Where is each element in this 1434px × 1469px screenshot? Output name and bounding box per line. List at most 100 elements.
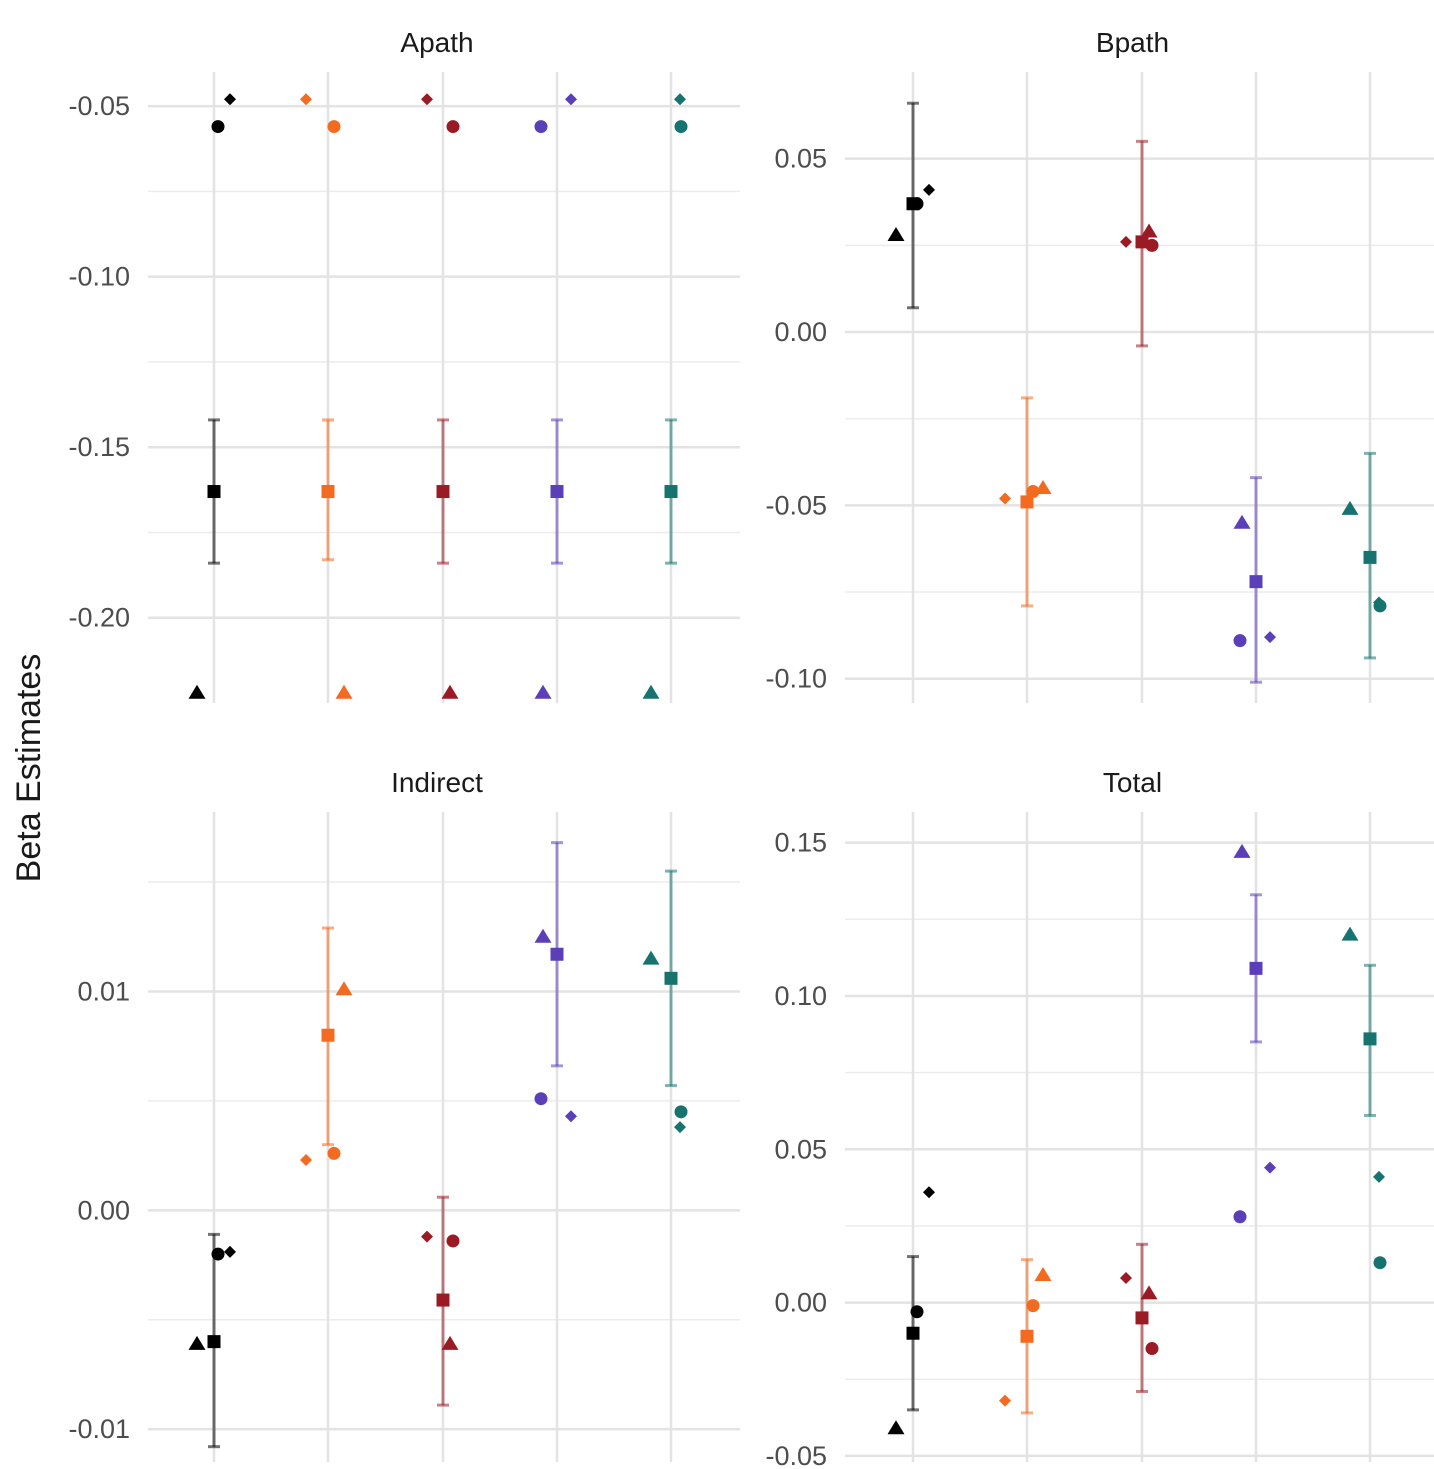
point-triangle bbox=[534, 928, 552, 943]
point-estimate-square bbox=[1135, 235, 1149, 249]
point-triangle bbox=[887, 226, 905, 241]
point-diamond bbox=[999, 1394, 1011, 1407]
y-tick-label: -0.10 bbox=[765, 664, 827, 694]
point-diamond bbox=[1264, 631, 1276, 644]
point-circle bbox=[1145, 238, 1159, 252]
point-estimate-square bbox=[550, 947, 564, 961]
panel-bpath: 0.05 0.00 -0.05 -0.10 Bpath bbox=[765, 27, 1434, 703]
point-estimate-square bbox=[207, 1335, 221, 1349]
point-diamond bbox=[674, 93, 686, 106]
y-tick-label: -0.10 bbox=[68, 262, 130, 292]
point-estimate-square bbox=[436, 485, 450, 499]
point-estimate-square bbox=[550, 485, 564, 499]
point-triangle bbox=[335, 981, 353, 996]
point-triangle bbox=[441, 1335, 459, 1350]
panel-indirect: 0.01 0.00 -0.01 Indirect bbox=[68, 767, 740, 1462]
point-triangle bbox=[1034, 1266, 1052, 1281]
y-tick-label: 0.10 bbox=[774, 981, 827, 1011]
point-circle bbox=[674, 120, 688, 134]
y-axis-label: Beta Estimates bbox=[10, 654, 48, 883]
y-tick-label: -0.15 bbox=[68, 432, 130, 462]
y-tick-label: 0.00 bbox=[77, 1195, 130, 1225]
point-triangle bbox=[1233, 514, 1251, 529]
point-estimate-square bbox=[207, 485, 221, 499]
y-tick-label: -0.01 bbox=[68, 1414, 130, 1444]
point-estimate-square bbox=[664, 485, 678, 499]
panel-title: Total bbox=[1103, 767, 1162, 798]
point-triangle bbox=[1233, 843, 1251, 858]
point-diamond bbox=[224, 93, 236, 106]
y-tick-label: 0.01 bbox=[77, 976, 130, 1006]
point-diamond bbox=[300, 93, 312, 106]
point-diamond bbox=[1373, 1170, 1385, 1183]
point-triangle bbox=[1140, 223, 1158, 238]
y-tick-label: 0.00 bbox=[774, 317, 827, 347]
point-triangle bbox=[642, 684, 660, 699]
point-circle bbox=[674, 1105, 688, 1119]
point-diamond bbox=[923, 1186, 935, 1199]
point-triangle bbox=[1034, 480, 1052, 495]
point-estimate-square bbox=[906, 1326, 920, 1340]
point-diamond bbox=[300, 1153, 312, 1166]
y-tick-label: -0.05 bbox=[765, 1441, 827, 1469]
point-circle bbox=[211, 120, 225, 134]
point-estimate-square bbox=[664, 971, 678, 985]
point-triangle bbox=[335, 684, 353, 699]
point-circle bbox=[446, 1234, 460, 1248]
point-triangle bbox=[188, 684, 206, 699]
point-estimate-square bbox=[1363, 1032, 1377, 1046]
point-diamond bbox=[565, 93, 577, 106]
point-diamond bbox=[1373, 596, 1385, 609]
point-estimate-square bbox=[321, 485, 335, 499]
point-circle bbox=[910, 1305, 924, 1319]
point-circle bbox=[1026, 485, 1040, 499]
point-estimate-square bbox=[1249, 961, 1263, 975]
point-diamond bbox=[421, 93, 433, 106]
point-circle bbox=[327, 120, 341, 134]
point-estimate-square bbox=[436, 1293, 450, 1307]
point-estimate-square bbox=[321, 1028, 335, 1042]
y-tick-label: 0.05 bbox=[774, 144, 827, 174]
point-circle bbox=[1373, 1256, 1387, 1270]
point-diamond bbox=[674, 1121, 686, 1134]
point-estimate-square bbox=[1020, 1329, 1034, 1343]
point-triangle bbox=[534, 684, 552, 699]
point-circle bbox=[211, 1247, 225, 1261]
point-circle bbox=[534, 1092, 548, 1106]
point-estimate-square bbox=[906, 197, 920, 211]
panel-title: Apath bbox=[400, 27, 473, 58]
point-triangle bbox=[1341, 500, 1359, 515]
point-circle bbox=[327, 1146, 341, 1160]
point-estimate-square bbox=[1020, 495, 1034, 509]
y-tick-label: -0.05 bbox=[68, 91, 130, 121]
y-tick-label: -0.05 bbox=[765, 490, 827, 520]
point-circle bbox=[534, 120, 548, 134]
point-estimate-square bbox=[1135, 1311, 1149, 1325]
point-diamond bbox=[224, 1245, 236, 1258]
point-diamond bbox=[923, 183, 935, 196]
y-tick-label: 0.05 bbox=[774, 1134, 827, 1164]
point-triangle bbox=[188, 1335, 206, 1350]
y-tick-label: -0.20 bbox=[68, 603, 130, 633]
point-triangle bbox=[887, 1420, 905, 1435]
panel-total: 0.15 0.10 0.05 0.00 -0.05 Total bbox=[765, 767, 1434, 1469]
point-circle bbox=[446, 120, 460, 134]
point-diamond bbox=[1264, 1161, 1276, 1174]
point-diamond bbox=[1120, 235, 1132, 248]
panel-apath: -0.05 -0.10 -0.15 -0.20 Apath bbox=[68, 27, 740, 703]
point-triangle bbox=[441, 684, 459, 699]
point-circle bbox=[1233, 1210, 1247, 1224]
point-triangle bbox=[642, 950, 660, 965]
panel-title: Indirect bbox=[391, 767, 483, 798]
point-estimate-square bbox=[1249, 575, 1263, 589]
point-circle bbox=[1233, 634, 1247, 648]
point-estimate-square bbox=[1363, 550, 1377, 564]
point-triangle bbox=[1341, 926, 1359, 941]
point-diamond bbox=[421, 1230, 433, 1243]
point-diamond bbox=[1120, 1272, 1132, 1285]
panel-title: Bpath bbox=[1096, 27, 1169, 58]
point-diamond bbox=[565, 1110, 577, 1123]
y-tick-label: 0.00 bbox=[774, 1288, 827, 1318]
point-triangle bbox=[1140, 1285, 1158, 1300]
